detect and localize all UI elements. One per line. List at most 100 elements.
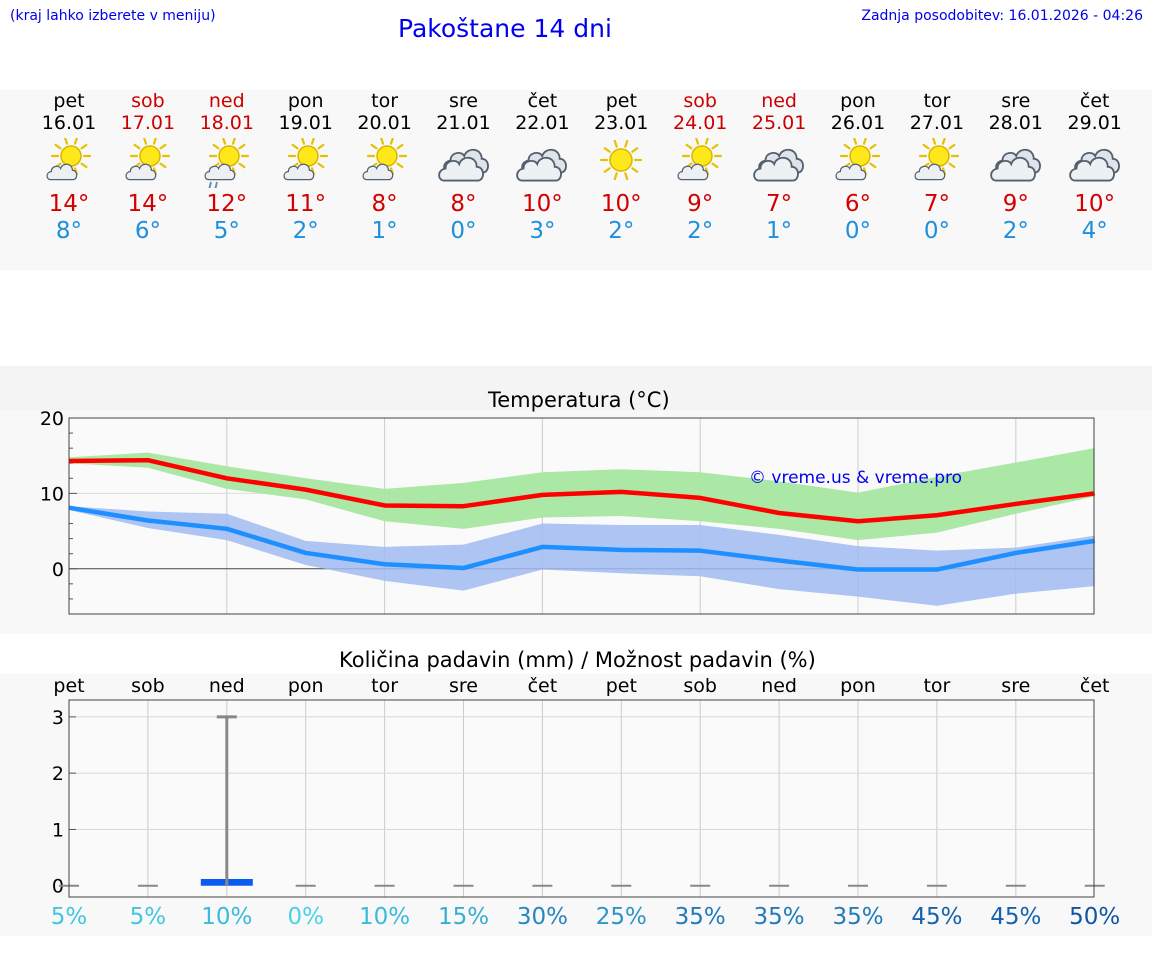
- precip-chance-value: 30%: [516, 904, 568, 930]
- day-column: pet 16.01 14° 8°: [31, 90, 107, 245]
- y-tick-label: 20: [40, 410, 64, 430]
- day-date: 17.01: [120, 112, 176, 134]
- temperature-chart: 0 10 20 © vreme.us & vreme.pro: [40, 410, 1096, 615]
- cloud-icon: [989, 148, 1041, 182]
- day-name: tor: [923, 90, 951, 112]
- page-title: Pakoštane 14 dni: [398, 14, 612, 43]
- x-day-label: ned: [209, 675, 245, 697]
- day-date: 18.01: [199, 112, 254, 134]
- day-low-temp: 3°: [529, 218, 556, 244]
- day-date: 23.01: [594, 112, 649, 134]
- day-column: pon 19.01 11° 2°: [268, 90, 344, 245]
- day-name: pon: [840, 90, 876, 112]
- day-name: sob: [683, 90, 717, 112]
- day-low-temp: 1°: [766, 218, 793, 244]
- x-day-label: sre: [449, 675, 478, 697]
- x-day-label: čet: [1080, 675, 1110, 697]
- day-low-temp: 1°: [371, 218, 398, 244]
- day-date: 25.01: [751, 112, 807, 134]
- day-high-temp: 9°: [687, 191, 714, 217]
- day-date: 16.01: [41, 112, 97, 134]
- x-day-label: tor: [371, 675, 398, 697]
- y-tick-label: 0: [52, 559, 64, 581]
- day-low-temp: 2°: [608, 218, 635, 244]
- day-column: tor 27.01 7° 0°: [899, 90, 975, 245]
- day-column: čet 22.01 10° 3°: [504, 90, 580, 245]
- day-low-temp: 0°: [450, 218, 477, 244]
- day-low-temp: 8°: [55, 218, 83, 244]
- x-day-label: pet: [53, 675, 84, 697]
- tmin-line: [68, 505, 1096, 572]
- precip-chance-value: 10%: [201, 904, 253, 930]
- sun-cloud-icon: [677, 138, 723, 181]
- y-tick-label: 3: [52, 707, 64, 729]
- day-date: 24.01: [672, 112, 728, 134]
- sun-cloud-icon: [283, 138, 328, 181]
- day-column: sre 28.01 9° 2°: [978, 90, 1054, 245]
- sun-cloud-icon: [914, 138, 959, 181]
- precip-chance-value: 45%: [911, 904, 963, 930]
- day-date: 22.01: [515, 112, 570, 134]
- day-column: sob 17.01 14° 6°: [110, 90, 186, 245]
- day-name: pet: [605, 90, 637, 112]
- day-low-temp: 6°: [134, 218, 161, 244]
- precip-chance-value: 5%: [129, 904, 167, 930]
- temperature-title-band: [0, 366, 1152, 410]
- day-high-temp: 14°: [127, 191, 169, 217]
- day-high-temp: 8°: [450, 191, 477, 217]
- plot-frame: [68, 417, 1095, 615]
- cloud-icon: [753, 148, 805, 182]
- cloud-icon: [437, 148, 489, 182]
- y-tick-label: 10: [40, 483, 64, 505]
- day-column: ned 18.01 12° 5°: [189, 90, 265, 245]
- x-day-label: sob: [683, 675, 717, 697]
- precip-chance-value: 35%: [753, 904, 805, 930]
- precip-chance-value: 15%: [437, 904, 490, 930]
- sun-cloud-icon: [362, 138, 407, 181]
- day-name: sob: [131, 90, 165, 112]
- x-day-label: čet: [528, 675, 558, 697]
- day-column: tor 20.01 8° 1°: [347, 90, 423, 245]
- day-high-temp: 7°: [923, 191, 950, 217]
- precip-chance-value: 35%: [674, 904, 726, 930]
- sun-cloud-icon: [125, 138, 170, 181]
- tmin-range-band: [69, 506, 1095, 606]
- day-low-temp: 2°: [292, 218, 319, 244]
- y-tick-label: 0: [52, 876, 64, 898]
- x-day-label: pet: [606, 675, 637, 697]
- y-tick-label: 1: [52, 819, 64, 841]
- day-column: pon 26.01 6° 0°: [820, 90, 896, 245]
- day-high-temp: 10°: [522, 191, 563, 217]
- day-name: pet: [53, 90, 85, 112]
- day-name: ned: [761, 90, 797, 112]
- day-date: 29.01: [1067, 112, 1122, 134]
- x-day-label: pon: [288, 675, 324, 697]
- watermark-text: © vreme.us & vreme.pro: [749, 468, 962, 488]
- day-name: pon: [287, 90, 324, 112]
- day-column: sre 21.01 8° 0°: [426, 90, 502, 245]
- day-high-temp: 9°: [1002, 191, 1029, 217]
- day-date: 19.01: [278, 112, 333, 134]
- precip-chance-value: 35%: [832, 904, 884, 930]
- day-column: sob 24.01 9° 2°: [662, 90, 738, 245]
- day-low-temp: 2°: [1002, 218, 1029, 244]
- day-low-temp: 4°: [1081, 218, 1108, 244]
- precip-chart-title: Količina padavin (mm) / Možnost padavin …: [339, 648, 816, 672]
- precip-chance-value: 45%: [990, 904, 1042, 930]
- cloud-icon: [516, 148, 568, 182]
- location-menu-hint[interactable]: (kraj lahko izberete v meniju): [10, 8, 216, 24]
- day-high-temp: 7°: [766, 191, 793, 217]
- plot-area: [69, 700, 1094, 897]
- day-date: 27.01: [909, 112, 965, 134]
- day-low-temp: 2°: [687, 218, 714, 244]
- forecast-panel: [0, 90, 1152, 270]
- day-high-temp: 10°: [1074, 191, 1116, 217]
- day-date: 26.01: [830, 112, 886, 134]
- precip-chance-value: 50%: [1069, 904, 1121, 930]
- precip-chance-value: 25%: [595, 904, 647, 930]
- day-high-temp: 10°: [600, 191, 642, 217]
- day-high-temp: 12°: [206, 191, 248, 217]
- last-update: Zadnja posodobitev: 16.01.2026 - 04:26: [861, 8, 1143, 24]
- x-day-label: tor: [923, 675, 950, 697]
- day-name: ned: [208, 90, 245, 112]
